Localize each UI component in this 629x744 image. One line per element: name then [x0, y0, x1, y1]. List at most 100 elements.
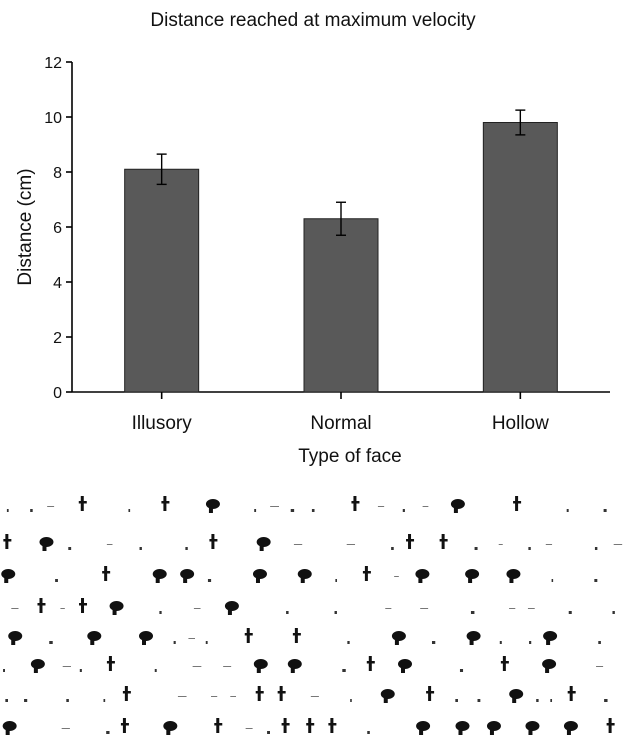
noise-mark [224, 601, 239, 615]
noise-mark [366, 656, 375, 671]
noise-mark [159, 611, 162, 614]
chart-canvas: Distance reached at maximum velocity Dis… [15, 10, 610, 467]
noise-mark [367, 731, 370, 734]
noise-mark [173, 641, 176, 644]
noise-mark [223, 666, 232, 667]
noise-mark [335, 579, 338, 582]
noise-mark [292, 628, 301, 643]
noise-mark [596, 666, 604, 667]
noise-mark [103, 699, 106, 702]
noise-mark [267, 731, 270, 734]
noise-mark [545, 544, 553, 545]
noise-mark [60, 608, 65, 609]
noise-mark [513, 496, 522, 511]
noise-mark [209, 534, 218, 549]
noise-mark [385, 608, 392, 609]
y-tick-label: 2 [53, 330, 62, 347]
noise-mark [281, 718, 290, 733]
category-label: Illusory [132, 413, 193, 434]
noise-mark [543, 631, 558, 645]
noise-mark [61, 728, 70, 729]
noise-mark [11, 608, 19, 609]
noise-mark [79, 669, 82, 672]
noise-mark [30, 509, 33, 512]
noise-mark [450, 499, 465, 513]
noise-mark [287, 659, 302, 673]
noise-mark [346, 544, 356, 545]
noise-mark [128, 509, 131, 512]
noise-mark [566, 509, 569, 512]
noise-mark [439, 534, 448, 549]
noise-mark [152, 569, 167, 583]
noise-mark [1, 569, 16, 583]
noise-glyph-area [0, 470, 629, 744]
y-tick-label: 4 [53, 275, 62, 292]
noise-mark [498, 544, 503, 545]
noise-mark [347, 641, 350, 644]
noise-mark [49, 641, 53, 644]
noise-mark [542, 659, 557, 673]
noise-mark [185, 547, 188, 550]
noise-mark [477, 699, 481, 702]
noise-mark [78, 496, 87, 511]
noise-mark [188, 638, 195, 639]
category-label: Normal [310, 413, 371, 434]
category-label: Hollow [492, 413, 549, 434]
noise-mark [244, 628, 253, 643]
noise-mark [499, 641, 502, 644]
noise-mark [525, 721, 540, 735]
noise-mark [180, 569, 195, 583]
y-tick-label: 0 [53, 385, 62, 402]
noise-mark [68, 547, 72, 550]
noise-mark [402, 509, 405, 512]
bar [124, 168, 200, 393]
noise-mark [255, 686, 264, 701]
noise-mark [62, 666, 71, 667]
noise-mark [286, 611, 289, 614]
noise-mark [87, 631, 102, 645]
noise-mark [422, 506, 429, 507]
noise-mark [55, 579, 58, 582]
noise-mark [459, 669, 464, 672]
noise-mark [106, 544, 113, 545]
noise-mark [500, 656, 509, 671]
noise-mark [109, 601, 124, 615]
noise-mark [397, 659, 412, 673]
noise-mark [528, 547, 531, 550]
noise-mark [256, 537, 271, 551]
y-tick-label: 8 [53, 165, 62, 182]
bars: Illusory Normal Hollow [124, 109, 558, 434]
noise-mark [211, 696, 218, 697]
noise-mark [106, 656, 115, 671]
noise-mark [8, 631, 23, 645]
noise-mark [30, 659, 45, 673]
noise-mark [474, 547, 478, 550]
noise-mark [455, 699, 458, 702]
noise-mark [598, 641, 601, 644]
noise-mark [207, 579, 212, 582]
noise-mark [163, 721, 178, 735]
noise-mark [192, 666, 202, 667]
noise-mark [377, 506, 385, 507]
noise-mark [536, 699, 539, 702]
noise-mark [420, 608, 429, 609]
noise-mark [245, 728, 253, 729]
noise-mark [5, 699, 8, 702]
noise-mark [551, 579, 554, 582]
noise-mark [311, 509, 315, 512]
noise-mark [486, 721, 501, 735]
bar-chart: Distance reached at maximum velocity Dis… [15, 10, 610, 467]
noise-mark [2, 721, 17, 735]
noise-mark [470, 611, 475, 614]
noise-mark [306, 718, 315, 733]
noise-mark [6, 509, 9, 512]
noise-mark [362, 566, 371, 581]
noise-mark [506, 569, 521, 583]
noise-mark [529, 641, 532, 644]
noise-mark [253, 659, 268, 673]
noise-mark [102, 566, 111, 581]
noise-mark [230, 696, 237, 697]
noise-mark [37, 598, 46, 613]
noise-mark [3, 534, 12, 549]
noise-mark [39, 537, 54, 551]
